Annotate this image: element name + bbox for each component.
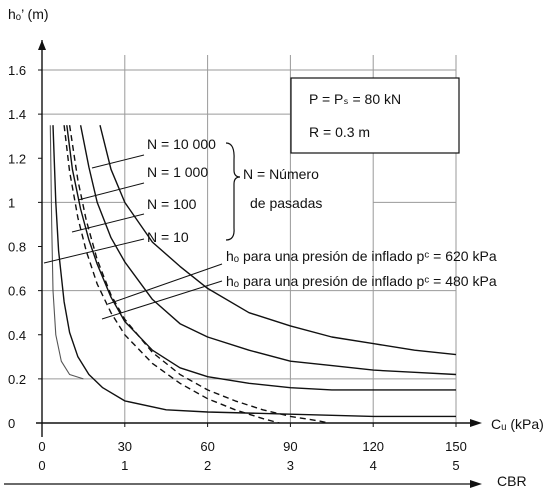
pressure-480-label: hₒ para una presión de inflado pᶜ = 480 … bbox=[226, 273, 497, 289]
x-tick-label: 0 bbox=[38, 439, 45, 454]
y-tick-label: 1.4 bbox=[8, 107, 26, 122]
axes: 0 0.2 0.4 0.6 0.8 1 1.2 1.4 1.6 0 30 60 90 120 150 0 1 2 3… bbox=[4, 40, 482, 488]
y-tick-label: 1.6 bbox=[8, 63, 26, 78]
leader-n-10000 bbox=[91, 154, 145, 169]
leader-pressure-480 bbox=[101, 280, 223, 320]
x-tick-label: 30 bbox=[118, 439, 132, 454]
legend-n-100: N = 100 bbox=[147, 196, 197, 212]
legend-n-10: N = 10 bbox=[147, 229, 189, 245]
pressure-620-label: hₒ para una presión de inflado pᶜ = 620 … bbox=[226, 248, 497, 264]
cbr-axis-title: CBR bbox=[497, 473, 527, 489]
y-tick-label: 0.2 bbox=[8, 372, 26, 387]
leader-n-10 bbox=[43, 238, 145, 264]
cbr-tick-label: 1 bbox=[121, 458, 128, 473]
cbr-tick-label: 4 bbox=[370, 458, 377, 473]
load-label: P = Pₛ = 80 kN bbox=[309, 91, 401, 107]
leader-n-100 bbox=[71, 213, 145, 233]
y-tick-label: 0.6 bbox=[8, 284, 26, 299]
cbr-axis-arrow bbox=[470, 480, 482, 488]
y-tick-label: 0 bbox=[8, 416, 15, 431]
y-tick-label: 0.8 bbox=[8, 240, 26, 255]
x-tick-label: 150 bbox=[445, 439, 467, 454]
series-curve-6 bbox=[63, 125, 280, 424]
brace-label-line2: de pasadas bbox=[250, 195, 322, 211]
cbr-tick-label: 2 bbox=[204, 458, 211, 473]
x-tick-label: 60 bbox=[200, 439, 214, 454]
y-tick-label: 1.2 bbox=[8, 151, 26, 166]
series-curve-7 bbox=[49, 125, 84, 380]
series-curve-2 bbox=[79, 125, 457, 376]
radius-label: R = 0.3 m bbox=[309, 124, 370, 140]
series-curve-3 bbox=[66, 125, 456, 391]
x-axis-arrow bbox=[470, 419, 482, 427]
x-axis-title: Cᵤ (kPa) bbox=[491, 416, 544, 432]
brace-label-line1: N = Número bbox=[243, 166, 319, 182]
x-tick-label: 90 bbox=[283, 439, 297, 454]
leader-pressure-620 bbox=[107, 263, 223, 305]
y-tick-label: 0.4 bbox=[8, 328, 26, 343]
cbr-tick-label: 3 bbox=[287, 458, 294, 473]
legend-n-1000: N = 1 000 bbox=[147, 164, 208, 180]
series-curve-5 bbox=[68, 125, 330, 424]
x-tick-label: 120 bbox=[362, 439, 384, 454]
y-axis-title: hₒ’ (m) bbox=[8, 6, 49, 22]
load-info-box bbox=[290, 77, 460, 154]
y-tick-label: 1 bbox=[8, 195, 15, 210]
series-curve-1 bbox=[99, 125, 457, 356]
y-axis-arrow bbox=[38, 40, 46, 50]
passes-legend: N = 10 000 N = 1 000 N = 100 N = 10 N = … bbox=[147, 136, 322, 245]
legend-n-10000: N = 10 000 bbox=[147, 136, 216, 152]
cbr-tick-label: 5 bbox=[452, 458, 459, 473]
legend-brace bbox=[225, 142, 241, 241]
cbr-tick-label: 0 bbox=[38, 458, 45, 473]
leader-n-1000 bbox=[77, 182, 145, 201]
leader-lines bbox=[43, 154, 223, 320]
